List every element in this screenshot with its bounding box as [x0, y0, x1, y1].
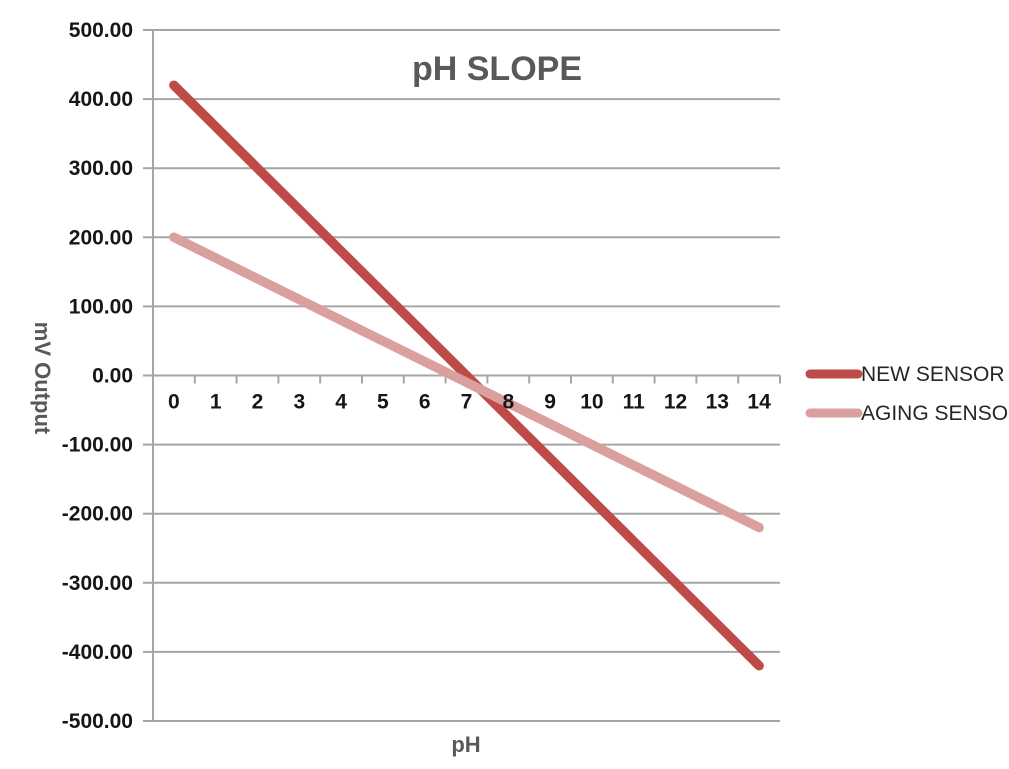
y-axis-tick-label: 100.00 [69, 295, 133, 318]
legend-label-new-sensor: NEW SENSOR [861, 363, 1005, 386]
y-axis-tick-label: -400.00 [62, 641, 133, 664]
x-axis-labels: 0 1 2 3 4 5 6 7 8 9 10 11 12 13 14 [168, 391, 771, 414]
x-axis-tick-label: 4 [335, 391, 347, 414]
legend-label-aging-sensor: AGING SENSOR [861, 402, 1009, 425]
y-axis-tick-label: 500.00 [69, 19, 133, 42]
x-axis-tick-label: 0 [168, 391, 180, 414]
y-axis-tick-label: -300.00 [62, 572, 133, 595]
y-axis-tick-label: -100.00 [62, 434, 133, 457]
series-line-aging-sensor [169, 232, 764, 533]
x-axis-tick-label: 1 [210, 391, 222, 414]
y-axis-tick-label: 400.00 [69, 88, 133, 111]
x-axis-tick-label: 7 [461, 391, 473, 414]
x-axis-tick-label: 11 [623, 391, 646, 414]
y-axis-tick-label: 0.00 [92, 365, 133, 388]
x-axis-tick-label: 14 [747, 391, 771, 414]
x-axis-title: pH [451, 732, 480, 757]
series-line-new-sensor [169, 80, 764, 671]
x-axis-tick-label: 2 [252, 391, 264, 414]
x-axis-tick-label: 13 [706, 391, 729, 414]
legend: NEW SENSOR AGING SENSOR [805, 363, 1009, 425]
y-axis [143, 29, 154, 722]
x-axis-tick-label: 9 [544, 391, 556, 414]
y-axis-title: mV Output [30, 322, 55, 435]
x-axis-tick-label: 10 [580, 391, 603, 414]
x-axis-tick-label: 8 [502, 391, 514, 414]
y-axis-tick-label: -200.00 [62, 503, 133, 526]
x-axis-tick-label: 3 [293, 391, 305, 414]
y-axis-labels: 500.00 400.00 300.00 200.00 100.00 0.00 -100.0… [62, 19, 133, 733]
chart-title: pH SLOPE [412, 50, 582, 88]
x-axis-tick-label: 12 [664, 391, 687, 414]
y-axis-tick-label: -500.00 [62, 710, 133, 733]
series-lines [169, 80, 764, 671]
y-axis-tick-label: 300.00 [69, 157, 133, 180]
x-axis-tick-label: 5 [377, 391, 389, 414]
x-axis-tick-label: 6 [419, 391, 431, 414]
y-axis-tick-label: 200.00 [69, 226, 133, 249]
